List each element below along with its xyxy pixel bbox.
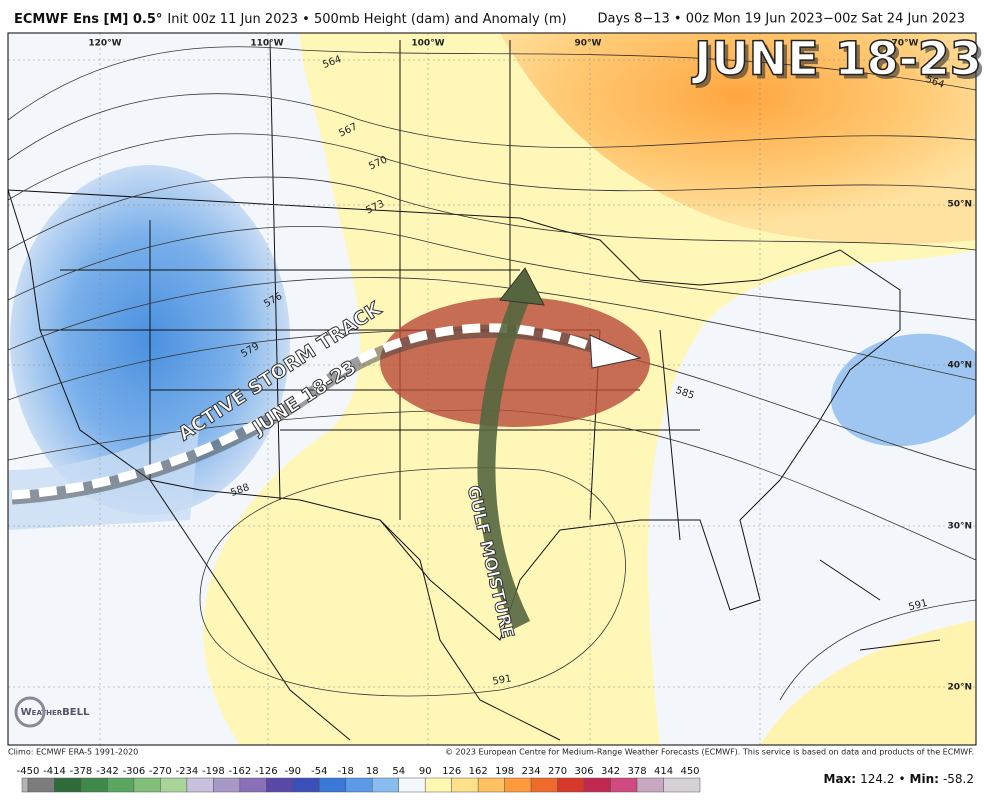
colorbar-swatch bbox=[213, 777, 241, 793]
longitude-label: 120°W bbox=[88, 39, 121, 49]
colorbar-label: -414 bbox=[43, 766, 66, 777]
longitude-label: 100°W bbox=[411, 39, 444, 49]
colorbar-label: -306 bbox=[123, 766, 146, 777]
colorbar-swatch bbox=[663, 777, 701, 793]
map bbox=[8, 33, 976, 745]
colorbar-label: -90 bbox=[285, 766, 301, 777]
contour-label: 591 bbox=[907, 598, 928, 614]
colorbar-swatch bbox=[160, 777, 188, 793]
colorbar-swatch bbox=[636, 777, 664, 793]
latitude-label: 30°N bbox=[947, 522, 972, 532]
colorbar-swatch bbox=[530, 777, 558, 793]
latitude-label: 40°N bbox=[947, 361, 972, 371]
colorbar-label: 270 bbox=[548, 766, 567, 777]
colorbar-swatch bbox=[583, 777, 611, 793]
colorbar-swatch bbox=[133, 777, 161, 793]
header-title: ECMWF Ens [M] 0.5° Init 00z 11 Jun 2023 •… bbox=[14, 12, 567, 27]
colorbar-swatch bbox=[504, 777, 532, 793]
colorbar-label: -126 bbox=[255, 766, 278, 777]
negative-anomaly-pacific bbox=[8, 420, 200, 530]
colorbar-label: -450 bbox=[17, 766, 40, 777]
colorbar-label: 18 bbox=[366, 766, 379, 777]
latitude-label: 20°N bbox=[947, 683, 972, 693]
colorbar-label: 306 bbox=[575, 766, 594, 777]
colorbar-label: 342 bbox=[601, 766, 620, 777]
colorbar bbox=[21, 777, 701, 793]
colorbar-swatch bbox=[557, 777, 585, 793]
coastline bbox=[149, 479, 941, 741]
contour-label: 591 bbox=[492, 673, 513, 687]
colorbar-swatch bbox=[451, 777, 479, 793]
colorbar-label: 414 bbox=[654, 766, 673, 777]
colorbar-swatch bbox=[239, 777, 267, 793]
title-bold: ECMWF Ens [M] 0.5° bbox=[14, 12, 162, 27]
copyright: © 2023 European Centre for Medium-Range … bbox=[445, 748, 974, 757]
colorbar-label: -234 bbox=[176, 766, 199, 777]
colorbar-swatch bbox=[292, 777, 320, 793]
colorbar-label: 90 bbox=[419, 766, 432, 777]
colorbar-label: 162 bbox=[469, 766, 488, 777]
min-value: -58.2 bbox=[943, 772, 974, 786]
colorbar-label: -18 bbox=[338, 766, 354, 777]
colorbar-label: 234 bbox=[522, 766, 541, 777]
positive-anomaly-caribbean bbox=[760, 620, 976, 745]
colorbar-label: -162 bbox=[228, 766, 251, 777]
longitude-label: 70°W bbox=[892, 39, 919, 49]
max-value: 124.2 bbox=[860, 772, 894, 786]
colorbar-swatch bbox=[54, 777, 82, 793]
colorbar-swatch bbox=[80, 777, 108, 793]
headline-shadow: JUNE 18-23 bbox=[695, 36, 984, 90]
headline: JUNE 18-23 bbox=[691, 32, 982, 86]
negative-anomaly-atlantic bbox=[830, 333, 976, 447]
logo-swirl bbox=[14, 696, 46, 728]
colorbar-label: -54 bbox=[311, 766, 327, 777]
storm-track-arrowhead bbox=[589, 334, 642, 369]
country-outline bbox=[8, 189, 901, 641]
colorbar-label: 378 bbox=[627, 766, 646, 777]
colorbar-label: -378 bbox=[70, 766, 93, 777]
climo-note: Climo: ECMWF ERA-5 1991-2020 bbox=[8, 748, 138, 757]
colorbar-swatch bbox=[371, 777, 399, 793]
moisture-arrowhead bbox=[499, 267, 545, 306]
map-frame bbox=[7, 32, 977, 746]
colorbar-swatch bbox=[266, 777, 294, 793]
longitude-label: 90°W bbox=[575, 39, 602, 49]
colorbar-swatch bbox=[424, 777, 452, 793]
min-label: Min: bbox=[910, 772, 939, 786]
moisture-arrow bbox=[477, 296, 531, 629]
colorbar-swatch bbox=[610, 777, 638, 793]
colorbar-swatch bbox=[186, 777, 214, 793]
longitude-label: 110°W bbox=[250, 39, 283, 49]
colorbar-swatch bbox=[477, 777, 505, 793]
colorbar-swatch bbox=[21, 777, 29, 793]
colorbar-label: -198 bbox=[202, 766, 225, 777]
colorbar-label: -342 bbox=[96, 766, 119, 777]
title-rest: Init 00z 11 Jun 2023 • 500mb Height (dam… bbox=[167, 12, 566, 27]
colorbar-swatch bbox=[398, 777, 426, 793]
colorbar-label: 198 bbox=[495, 766, 514, 777]
max-min: Max: 124.2 • Min: -58.2 bbox=[824, 772, 974, 786]
colorbar-label: -270 bbox=[149, 766, 172, 777]
max-label: Max: bbox=[824, 772, 857, 786]
colorbar-label: 450 bbox=[680, 766, 699, 777]
colorbar-swatch bbox=[345, 777, 373, 793]
colorbar-swatch bbox=[319, 777, 347, 793]
colorbar-swatch bbox=[27, 777, 55, 793]
colorbar-swatch bbox=[107, 777, 135, 793]
colorbar-label: 126 bbox=[442, 766, 461, 777]
colorbar-label: 54 bbox=[392, 766, 405, 777]
latitude-label: 50°N bbox=[947, 200, 972, 210]
positive-anomaly-north bbox=[500, 33, 976, 244]
logo: WeatherBELL bbox=[21, 707, 90, 718]
separator: • bbox=[898, 772, 905, 786]
valid-period: Days 8−13 • 00z Mon 19 Jun 2023−00z Sat … bbox=[598, 12, 966, 27]
